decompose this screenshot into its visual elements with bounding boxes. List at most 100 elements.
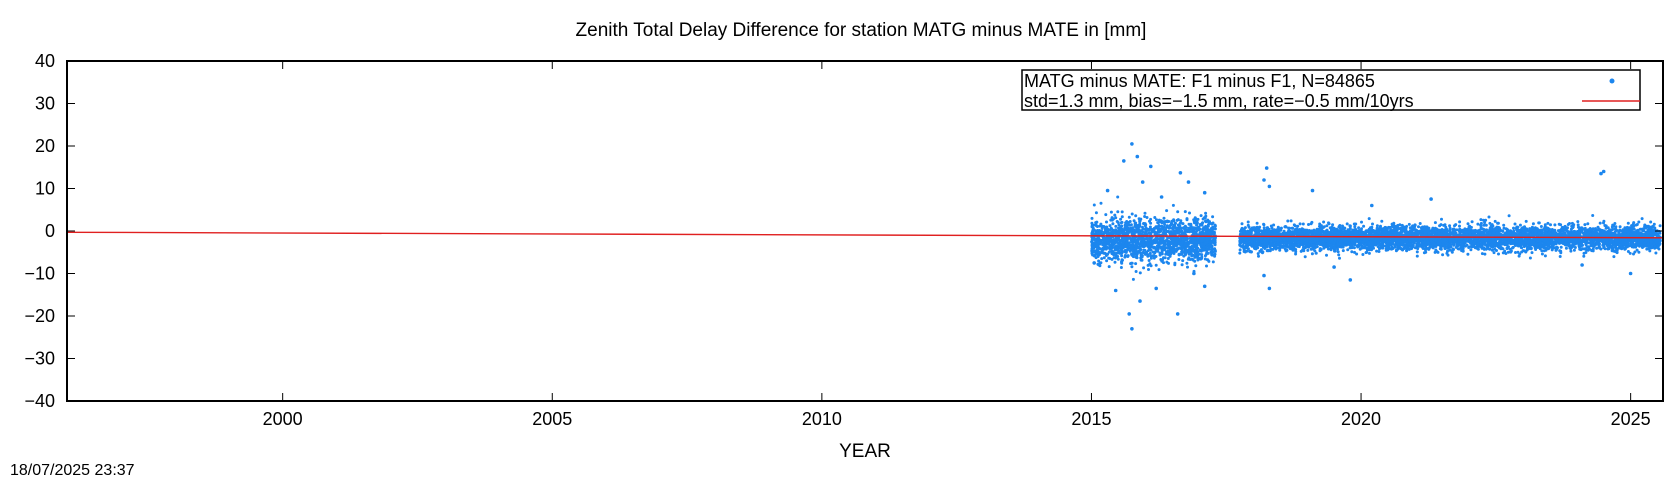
data-point bbox=[1130, 248, 1134, 251]
data-point bbox=[1110, 243, 1114, 247]
data-point bbox=[1100, 229, 1104, 233]
data-point bbox=[1165, 250, 1168, 254]
data-point bbox=[1092, 203, 1096, 207]
data-point bbox=[1146, 254, 1150, 258]
data-point bbox=[1097, 259, 1101, 263]
data-point bbox=[1546, 221, 1550, 225]
data-point bbox=[1096, 242, 1100, 245]
data-point bbox=[1200, 257, 1204, 260]
data-point bbox=[1145, 241, 1149, 245]
data-point bbox=[1198, 248, 1202, 252]
data-point bbox=[1209, 240, 1213, 244]
data-point bbox=[1116, 257, 1120, 261]
data-point bbox=[1105, 245, 1109, 249]
data-point bbox=[1127, 227, 1131, 231]
data-point bbox=[1112, 256, 1116, 260]
data-point bbox=[1306, 248, 1310, 252]
data-point bbox=[1116, 229, 1120, 233]
data-point bbox=[1284, 248, 1288, 252]
data-point bbox=[1120, 210, 1124, 214]
data-point bbox=[1120, 249, 1124, 252]
data-point bbox=[1143, 215, 1147, 218]
data-point bbox=[1375, 249, 1379, 253]
data-point bbox=[1204, 214, 1208, 218]
data-point bbox=[1179, 219, 1183, 223]
data-point bbox=[1090, 216, 1094, 220]
data-point bbox=[1105, 220, 1108, 224]
data-point bbox=[1149, 248, 1153, 252]
data-point bbox=[1185, 218, 1189, 222]
data-point bbox=[1238, 251, 1242, 255]
data-point bbox=[1138, 220, 1142, 224]
data-point bbox=[1094, 222, 1098, 226]
data-point bbox=[1530, 251, 1534, 255]
data-point bbox=[1171, 203, 1175, 207]
data-point bbox=[1090, 225, 1094, 229]
data-point bbox=[1152, 254, 1156, 258]
data-point bbox=[1327, 222, 1331, 226]
data-point bbox=[1493, 219, 1497, 223]
data-point bbox=[1246, 220, 1250, 224]
data-point bbox=[1165, 209, 1169, 213]
data-point bbox=[1148, 251, 1152, 255]
data-point bbox=[1120, 244, 1124, 248]
data-point bbox=[1113, 213, 1117, 217]
data-point bbox=[1102, 225, 1106, 228]
data-point bbox=[1180, 249, 1184, 253]
data-point bbox=[1120, 261, 1124, 265]
data-point bbox=[1163, 243, 1167, 247]
data-point bbox=[1196, 227, 1200, 231]
data-point bbox=[1580, 226, 1584, 230]
data-point bbox=[1199, 231, 1202, 235]
data-point bbox=[1181, 259, 1185, 263]
data-point bbox=[1190, 241, 1194, 245]
data-point bbox=[1246, 223, 1250, 227]
data-point bbox=[1159, 246, 1163, 250]
data-point bbox=[1148, 241, 1152, 245]
data-point bbox=[1188, 211, 1191, 215]
data-point bbox=[1117, 223, 1121, 227]
data-point bbox=[1138, 229, 1142, 233]
data-point bbox=[1093, 238, 1097, 242]
data-point bbox=[1207, 246, 1210, 250]
data-point bbox=[1183, 210, 1187, 214]
data-point bbox=[1361, 253, 1365, 256]
data-point bbox=[1640, 217, 1644, 221]
data-point bbox=[1353, 225, 1357, 229]
data-point bbox=[1568, 222, 1571, 225]
data-point bbox=[1298, 222, 1302, 226]
data-point bbox=[1099, 261, 1103, 265]
data-point bbox=[1190, 244, 1194, 248]
data-point bbox=[1107, 265, 1111, 269]
data-point bbox=[1172, 252, 1176, 255]
data-point bbox=[1168, 232, 1172, 236]
data-point bbox=[1211, 260, 1215, 264]
data-point bbox=[1262, 226, 1266, 230]
data-point bbox=[1301, 222, 1305, 226]
data-point bbox=[1173, 261, 1177, 265]
data-point bbox=[1115, 244, 1119, 248]
data-point bbox=[1106, 241, 1110, 245]
data-point bbox=[1121, 239, 1125, 242]
data-point bbox=[1203, 257, 1207, 261]
data-point bbox=[1116, 195, 1120, 199]
data-point bbox=[1139, 248, 1143, 252]
data-point bbox=[1192, 226, 1196, 230]
data-point bbox=[1146, 249, 1150, 253]
data-point bbox=[1109, 238, 1113, 242]
data-point bbox=[1146, 263, 1150, 267]
data-point bbox=[1553, 223, 1557, 227]
data-point bbox=[1114, 224, 1118, 228]
data-point bbox=[1157, 268, 1161, 272]
data-point bbox=[1184, 230, 1188, 234]
data-point bbox=[1133, 223, 1137, 227]
data-point bbox=[1186, 265, 1189, 269]
data-point bbox=[1132, 219, 1136, 223]
data-point bbox=[1131, 250, 1135, 254]
data-point bbox=[1177, 253, 1181, 257]
data-point bbox=[1129, 238, 1133, 242]
data-point bbox=[1204, 229, 1208, 233]
data-point bbox=[1177, 258, 1181, 261]
data-point bbox=[1138, 271, 1142, 275]
data-point bbox=[1115, 220, 1119, 223]
